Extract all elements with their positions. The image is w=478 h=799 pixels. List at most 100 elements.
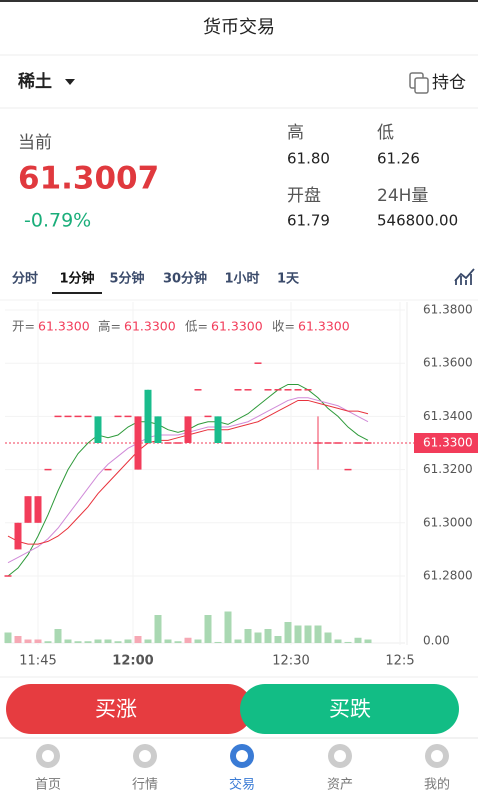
candle-body <box>304 389 312 391</box>
x-tick-label: 11:45 <box>19 654 56 669</box>
candle-body <box>54 415 62 418</box>
y-tick-label: 61.3000 <box>423 515 473 529</box>
tab[interactable]: 1天 <box>277 272 300 287</box>
chart: 61.3800 61.3600 61.3400 61.3200 61.3000 61.28… <box>4 302 478 669</box>
volume-bar <box>154 615 162 643</box>
stat-label: 开盘 <box>287 186 321 206</box>
volume-bar <box>14 636 22 643</box>
legend-value: 61.3300 <box>124 319 176 334</box>
tab-underline <box>52 292 102 294</box>
candle-body <box>114 415 122 418</box>
stat-value: 61.26 <box>377 150 420 168</box>
y-tick-label: 61.3400 <box>423 409 473 423</box>
current-price: 61.3007 <box>18 161 159 197</box>
volume-bar <box>354 637 362 643</box>
stat-value: 61.80 <box>287 150 330 168</box>
volume-bar <box>204 615 212 643</box>
volume-bar <box>144 639 152 643</box>
candle-body <box>174 442 182 444</box>
volume-bar <box>114 641 122 643</box>
candle-body <box>34 496 42 523</box>
candle-body <box>104 468 112 471</box>
candle-body <box>194 389 202 391</box>
nav-icon-inner[interactable] <box>139 750 151 762</box>
candle-body <box>344 468 352 471</box>
nav-label[interactable]: 我的 <box>424 777 450 793</box>
stat-value: 61.79 <box>287 212 330 230</box>
nav-label[interactable]: 首页 <box>35 778 61 793</box>
volume-bar <box>344 641 352 643</box>
x-tick-label: 12:5 <box>385 654 414 669</box>
volume-bar <box>104 639 112 643</box>
market-name[interactable]: 稀土 <box>18 71 52 92</box>
candle-body <box>44 468 52 471</box>
last-price-label: 61.3300 <box>423 436 473 450</box>
price-change: -0.79% <box>24 210 91 232</box>
candle-body <box>24 496 32 523</box>
volume-bar <box>304 625 312 643</box>
dropdown-arrow[interactable] <box>65 79 75 85</box>
candle-body <box>294 389 302 391</box>
volume-bar <box>64 639 72 643</box>
nav-label[interactable]: 交易 <box>229 777 255 793</box>
tab[interactable]: 5分钟 <box>109 271 144 287</box>
volume-bar <box>34 639 42 643</box>
volume-bar <box>74 641 82 643</box>
buy-up-label[interactable]: 买涨 <box>95 697 137 721</box>
volume-bar <box>44 641 52 643</box>
volume-bar <box>124 639 132 643</box>
nav-label[interactable]: 行情 <box>132 778 158 793</box>
nav-label[interactable]: 资产 <box>327 778 353 793</box>
page-title: 货币交易 <box>203 17 275 38</box>
candle-body <box>14 522 22 550</box>
volume-bar <box>294 625 302 643</box>
candle-body <box>354 442 362 444</box>
tab[interactable]: 30分钟 <box>163 271 207 287</box>
candle-body <box>264 389 272 391</box>
volume-bar <box>4 632 12 643</box>
volume-tick-label: 0.00 <box>423 634 450 648</box>
candle-body <box>214 416 222 443</box>
volume-bar <box>244 629 252 643</box>
candle-body <box>164 442 172 444</box>
candle-body <box>74 415 82 418</box>
volume-bar <box>224 611 232 643</box>
ma-line <box>7 383 369 577</box>
candle-body <box>64 415 72 418</box>
volume-bar <box>334 639 342 643</box>
positions-icon[interactable] <box>409 72 429 94</box>
positions-link[interactable]: 持仓 <box>432 73 466 93</box>
legend-label: 收= <box>272 319 295 334</box>
buy-down-button[interactable] <box>240 684 459 734</box>
volume-bar <box>194 639 202 643</box>
candle-body <box>184 416 192 443</box>
buy-down-label[interactable]: 买跌 <box>329 697 371 721</box>
candle-body <box>124 415 132 418</box>
candle-body <box>144 389 152 443</box>
nav-icon-inner[interactable] <box>236 750 248 762</box>
tab[interactable]: 1分钟 <box>59 271 94 287</box>
volume-bar <box>164 639 172 643</box>
volume-bar <box>134 636 142 643</box>
candle-body <box>204 415 212 418</box>
stat-value: 546800.00 <box>377 212 458 230</box>
stat-label: 高 <box>287 123 304 143</box>
y-tick-label: 61.3200 <box>423 462 473 476</box>
tab[interactable]: 分时 <box>12 271 38 287</box>
candle-body <box>274 389 282 391</box>
last-price-box <box>414 433 478 453</box>
buy-up-button[interactable] <box>6 684 253 734</box>
volume-bar <box>24 639 32 643</box>
tabs: 分时 1分钟 5分钟 30分钟 1小时 1天 <box>12 271 300 294</box>
legend-value: 61.3300 <box>38 319 90 334</box>
nav-icon-inner[interactable] <box>42 750 54 762</box>
nav-icon-inner[interactable] <box>431 750 443 762</box>
tab[interactable]: 1小时 <box>224 271 259 287</box>
candle-body <box>314 442 322 444</box>
nav-icon-inner[interactable] <box>334 750 346 762</box>
x-tick-label: 12:00 <box>112 654 153 669</box>
volume-bar <box>184 637 192 643</box>
y-tick-label: 61.3800 <box>423 303 473 317</box>
chart-type-icon[interactable] <box>454 268 475 285</box>
